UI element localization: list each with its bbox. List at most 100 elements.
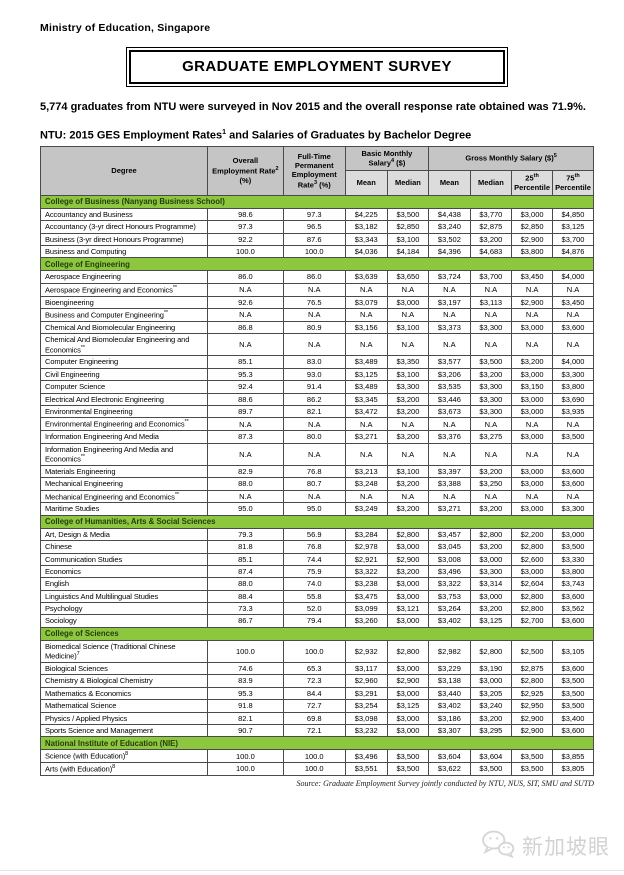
- value-cell: $2,900: [386, 674, 430, 688]
- value-cell: $2,900: [511, 295, 554, 309]
- overall-rate-label: Overall Employment Rate: [212, 156, 276, 176]
- value-cell: 81.8: [207, 540, 284, 554]
- value-cell: $3,125: [552, 220, 594, 234]
- value-cell: $3,753: [428, 589, 471, 604]
- value-cell: 88.4: [207, 589, 284, 604]
- value-cell: $3,388: [428, 477, 471, 491]
- value-cell: 98.6: [207, 207, 284, 222]
- value-cell: $2,875: [511, 662, 554, 676]
- value-cell: $3,045: [428, 540, 471, 554]
- value-cell: $3,000: [386, 686, 430, 701]
- table-row: Computer Science 92.4 91.4 $3,489 $3,300 $3,5…: [39, 380, 594, 394]
- value-cell: $3,300: [469, 392, 513, 406]
- value-cell: $3,229: [428, 662, 471, 676]
- value-cell: $3,400: [552, 711, 594, 725]
- value-cell: $2,200: [511, 527, 554, 542]
- value-cell: $3,397: [428, 464, 471, 479]
- value-cell: N.A: [282, 442, 346, 466]
- value-cell: $3,600: [552, 477, 594, 491]
- value-cell: $3,079: [344, 295, 388, 309]
- value-cell: N.A: [344, 307, 388, 322]
- value-cell: $2,500: [511, 639, 554, 664]
- value-cell: 86.0: [282, 270, 346, 284]
- table-row: Environmental Engineering and Economics*…: [39, 417, 594, 432]
- degree-footnote-marker: 8: [112, 764, 116, 771]
- value-cell: $3,300: [469, 404, 513, 419]
- degree-name: Information Engineering And Media and Ec…: [39, 442, 209, 466]
- value-cell: $3,182: [344, 220, 388, 234]
- value-cell: $2,800: [469, 527, 513, 542]
- degree-name: Business and Computing: [39, 244, 209, 259]
- degree-name: Chemical And Biomolecular Engineering an…: [39, 333, 209, 357]
- table-row: Linguistics And Multilingual Studies 88.4…: [39, 589, 594, 604]
- value-cell: $3,284: [344, 527, 388, 542]
- value-cell: 82.1: [282, 404, 346, 419]
- value-cell: 100.0: [282, 639, 346, 664]
- value-cell: $3,098: [344, 711, 388, 725]
- table-row: Business and Computing 100.0 100.0 $4,036 $4…: [39, 244, 594, 259]
- value-cell: $3,200: [386, 477, 430, 491]
- value-cell: $2,600: [511, 552, 554, 566]
- value-cell: $3,376: [428, 430, 471, 444]
- degree-footnote-marker: **: [80, 453, 85, 460]
- value-cell: $3,604: [428, 749, 471, 764]
- source-note: Source: Graduate Employment Survey joint…: [296, 779, 594, 789]
- value-cell: $3,350: [386, 355, 430, 369]
- value-cell: 100.0: [207, 762, 284, 777]
- degree-name: Biomedical Science (Traditional Chinese …: [39, 639, 209, 664]
- value-cell: $3,500: [386, 749, 430, 764]
- value-cell: N.A: [386, 307, 430, 322]
- value-cell: $3,489: [344, 380, 388, 394]
- value-cell: $3,248: [344, 477, 388, 491]
- degree-footnote-marker: **: [163, 309, 168, 316]
- value-cell: $3,000: [511, 392, 554, 406]
- value-cell: $3,535: [428, 380, 471, 394]
- value-cell: $2,800: [511, 540, 554, 554]
- value-cell: $3,500: [386, 762, 430, 777]
- value-cell: $3,300: [552, 367, 594, 382]
- watermark: 新加坡眼: [481, 829, 610, 863]
- value-cell: $3,496: [344, 749, 388, 764]
- value-cell: $3,200: [469, 232, 513, 246]
- degree-name: Bioengineering: [39, 295, 209, 309]
- table-row: Mathematical Science 91.8 72.7 $3,254 $3,125…: [39, 699, 594, 713]
- value-cell: $3,600: [552, 320, 594, 335]
- table-row: Science (with Education)8 100.0 100.0 $3,49…: [39, 749, 594, 764]
- value-cell: $3,500: [469, 355, 513, 369]
- value-cell: $2,982: [428, 639, 471, 664]
- value-cell: N.A: [469, 307, 513, 322]
- section-header-row: National Institute of Education (NIE): [40, 736, 594, 751]
- value-cell: $3,457: [428, 527, 471, 542]
- degree-name: Chemistry & Biological Chemistry: [39, 674, 209, 688]
- value-cell: $3,121: [386, 602, 430, 616]
- value-cell: $3,200: [386, 564, 430, 579]
- value-cell: $3,000: [511, 320, 554, 335]
- value-cell: 72.1: [282, 723, 346, 738]
- page-title: GRADUATE EMPLOYMENT SURVEY: [129, 50, 505, 84]
- value-cell: $3,300: [469, 380, 513, 394]
- value-cell: $3,724: [428, 270, 471, 284]
- p25-label: Percentile: [514, 183, 550, 193]
- value-cell: 89.7: [207, 404, 284, 419]
- value-cell: $3,100: [386, 232, 430, 246]
- value-cell: 92.2: [207, 232, 284, 246]
- col-header-75th-percentile: 75th Percentile: [552, 169, 594, 196]
- value-cell: 72.3: [282, 674, 346, 688]
- value-cell: $3,500: [552, 540, 594, 554]
- value-cell: $3,343: [344, 232, 388, 246]
- value-cell: $2,800: [511, 602, 554, 616]
- value-cell: $2,978: [344, 540, 388, 554]
- value-cell: 75.9: [282, 564, 346, 579]
- overall-rate-unit: (%): [239, 175, 252, 185]
- value-cell: N.A: [207, 417, 284, 432]
- value-cell: N.A: [386, 333, 430, 357]
- value-cell: N.A: [207, 333, 284, 357]
- value-cell: 69.8: [282, 711, 346, 725]
- value-cell: 97.3: [207, 220, 284, 234]
- value-cell: $3,935: [552, 404, 594, 419]
- degree-name: Sociology: [39, 614, 209, 628]
- value-cell: $3,200: [469, 464, 513, 479]
- value-cell: $3,000: [511, 207, 554, 222]
- value-cell: $3,743: [552, 577, 594, 591]
- value-cell: N.A: [511, 417, 554, 432]
